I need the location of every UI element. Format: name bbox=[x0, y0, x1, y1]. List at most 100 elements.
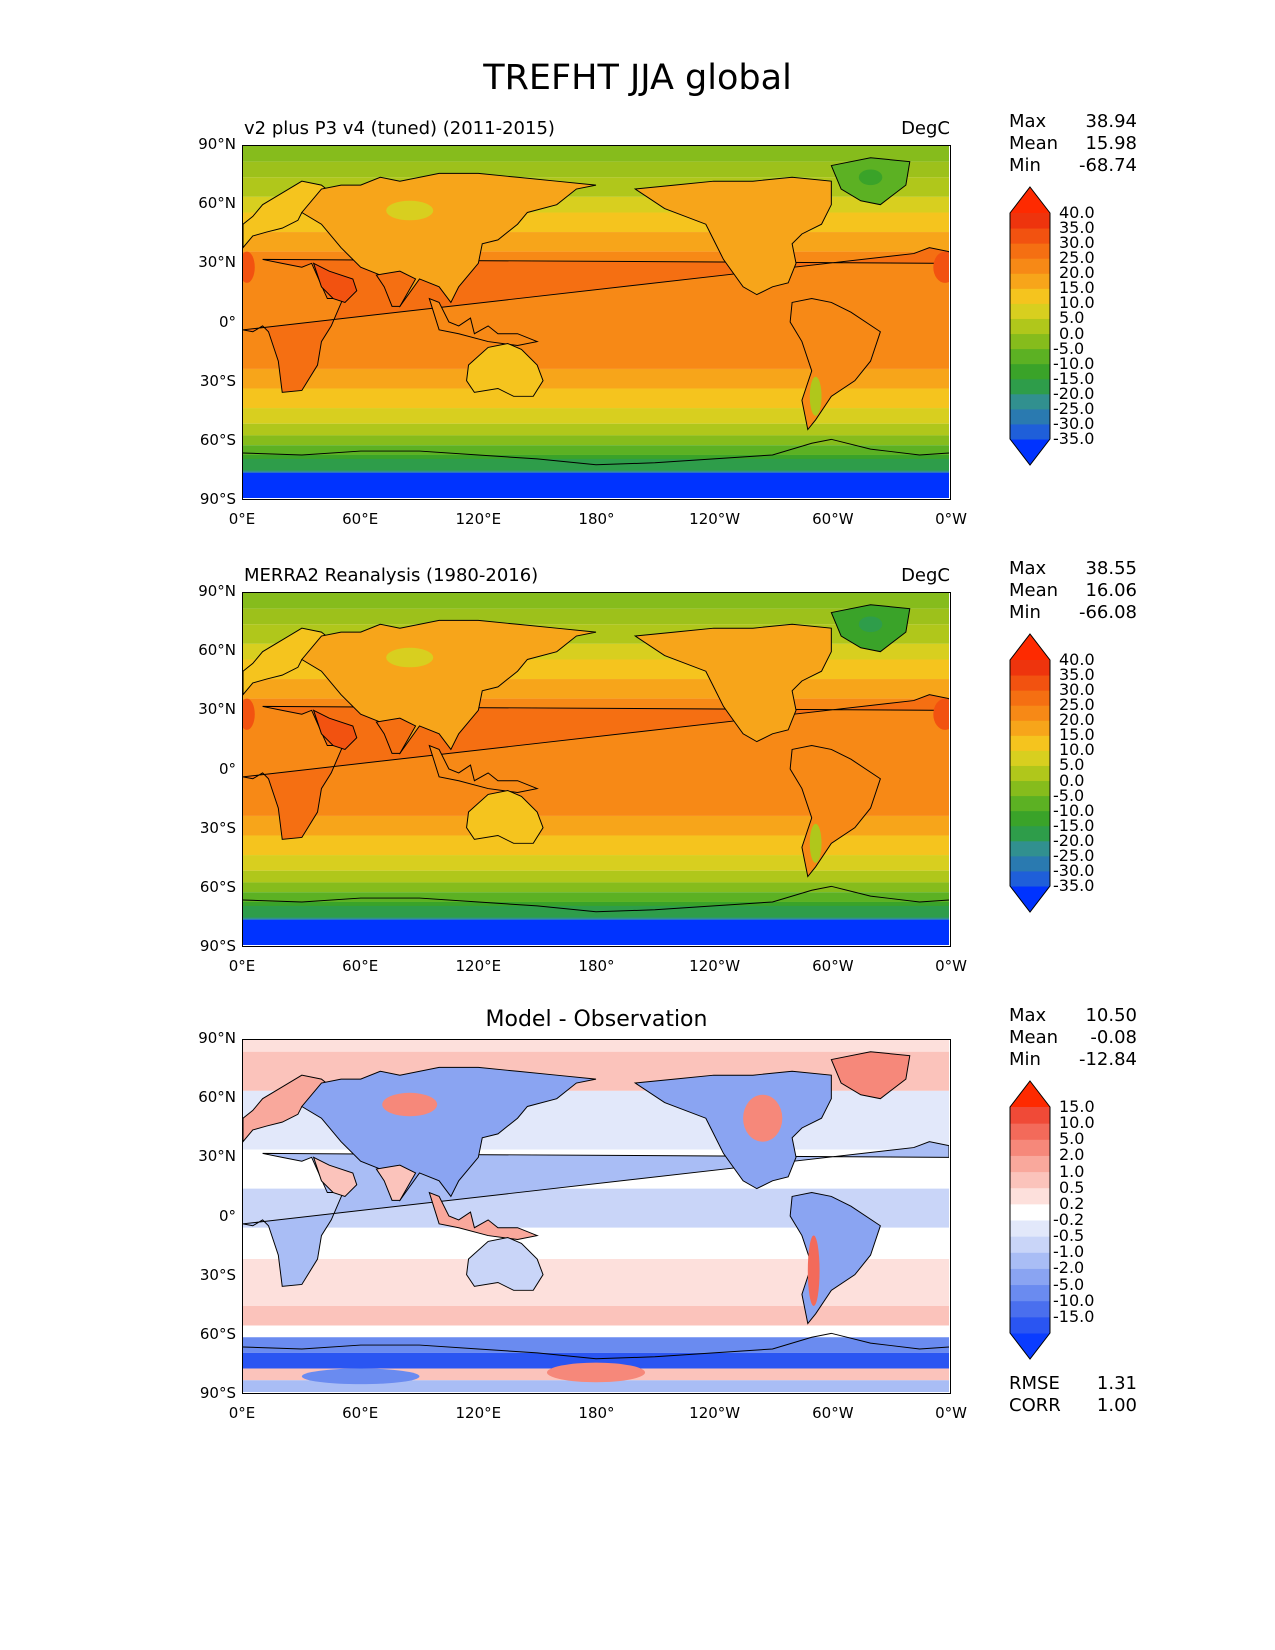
sahara-east-hot-region bbox=[243, 698, 255, 730]
stat-value: 16.06 bbox=[1085, 580, 1137, 601]
colorbar-tick-label: -30.0 bbox=[1053, 860, 1095, 880]
stat-label: Mean bbox=[1009, 133, 1059, 154]
continent-australia bbox=[466, 1237, 544, 1291]
colorbar-tick-label: 5.0 bbox=[1059, 308, 1085, 328]
colorbar-tick-label: -15.0 bbox=[1053, 368, 1095, 388]
stat-value: 38.55 bbox=[1085, 558, 1137, 579]
colorbar-segment bbox=[1010, 378, 1050, 395]
colorbar-tick-label: -15.0 bbox=[1053, 815, 1095, 835]
y-tick-label: 30°N bbox=[198, 700, 236, 719]
stat-label: Max bbox=[1009, 1005, 1047, 1026]
southeast-asia bbox=[428, 297, 539, 346]
continent-africa bbox=[243, 1141, 950, 1287]
colorbar-tick-label: 10.0 bbox=[1059, 1113, 1095, 1133]
ross-sea-warm-bias bbox=[546, 1362, 646, 1383]
difference-band bbox=[243, 1325, 949, 1338]
stat-label: RMSE bbox=[1009, 1373, 1060, 1394]
colorbar-segment bbox=[1010, 1139, 1050, 1156]
x-tick-label: 0°W bbox=[935, 957, 967, 975]
stat-value: 1.31 bbox=[1096, 1373, 1137, 1394]
y-tick-label: 60°N bbox=[198, 194, 236, 213]
colorbar-tick-label: 10.0 bbox=[1059, 293, 1095, 313]
y-tick-label: 0° bbox=[218, 1206, 236, 1225]
stat-label: Max bbox=[1009, 558, 1047, 579]
map-canvas bbox=[243, 146, 950, 498]
stat-value: 10.50 bbox=[1085, 1005, 1137, 1026]
y-tick-label: 60°S bbox=[199, 430, 236, 449]
panel3-difference-map bbox=[242, 1039, 951, 1394]
panel2-units: DegC bbox=[901, 565, 950, 586]
colorbar-upper-extension bbox=[1010, 634, 1050, 660]
andes-cool-region bbox=[809, 376, 822, 416]
colorbar-segment bbox=[1010, 393, 1050, 410]
colorbar-segment bbox=[1010, 303, 1050, 319]
greenland-ice-core bbox=[858, 169, 883, 186]
colorbar-segment bbox=[1010, 765, 1050, 782]
colorbar-segment bbox=[1010, 363, 1050, 380]
panel2-stats: Max 38.55 Mean 16.06 Min -66.08 bbox=[1009, 558, 1137, 624]
colorbar-tick-label: -5.0 bbox=[1053, 1274, 1085, 1294]
map-canvas bbox=[243, 1040, 950, 1392]
colorbar-segment bbox=[1010, 408, 1050, 425]
colorbar-segment bbox=[1010, 333, 1050, 350]
continent-australia bbox=[466, 790, 544, 844]
colorbar-segment bbox=[1010, 1187, 1050, 1205]
colorbar-tick-label: -1.0 bbox=[1053, 1242, 1085, 1262]
colorbar-outline bbox=[1009, 1080, 1051, 1360]
colorbar-tick-label: -10.0 bbox=[1053, 800, 1095, 820]
east-antarctic-cold-bias bbox=[301, 1368, 420, 1385]
panel1-colorbar bbox=[1009, 186, 1051, 466]
latitude-band bbox=[243, 593, 949, 609]
colorbar-tick-label: -30.0 bbox=[1053, 413, 1095, 433]
colorbar-segment bbox=[1010, 423, 1050, 440]
colorbar-outline bbox=[1009, 186, 1051, 466]
colorbar-tick-label: 0.5 bbox=[1059, 1177, 1085, 1197]
latitude-band bbox=[243, 815, 949, 836]
x-tick-label: 0°E bbox=[228, 1404, 256, 1422]
colorbar-segment bbox=[1010, 705, 1050, 721]
x-tick-label: 60°W bbox=[812, 510, 854, 528]
colorbar-tick-label: 35.0 bbox=[1059, 665, 1095, 685]
panel3-extra-stats: RMSE 1.31 CORR 1.00 bbox=[1009, 1373, 1137, 1417]
colorbar-segment bbox=[1010, 780, 1050, 797]
colorbar-tick-label: 15.0 bbox=[1059, 725, 1095, 745]
colorbar-segment bbox=[1010, 288, 1050, 304]
panel2-observation-map bbox=[242, 592, 951, 947]
x-tick-label: 60°W bbox=[812, 957, 854, 975]
stat-value: 15.98 bbox=[1085, 133, 1137, 154]
latitude-band bbox=[243, 882, 949, 893]
greenland-ice-core bbox=[858, 616, 883, 633]
southeast-asia bbox=[428, 744, 539, 793]
y-tick-label: 90°N bbox=[198, 582, 236, 600]
colorbar-outline bbox=[1009, 633, 1051, 913]
colorbar-segment bbox=[1010, 675, 1050, 691]
stat-label: Min bbox=[1009, 1049, 1041, 1070]
colorbar-segment bbox=[1010, 1220, 1050, 1237]
colorbar-segment bbox=[1010, 1107, 1050, 1124]
panel2-colorbar bbox=[1009, 633, 1051, 913]
x-tick-label: 60°E bbox=[342, 1404, 379, 1422]
peninsula-arabia bbox=[312, 709, 358, 751]
colorbar-lower-extension bbox=[1010, 1333, 1050, 1359]
colorbar-segment bbox=[1010, 1252, 1050, 1269]
colorbar-segment bbox=[1010, 1268, 1050, 1286]
x-tick-label: 60°W bbox=[812, 1404, 854, 1422]
sahara-west-hot-region bbox=[933, 698, 950, 730]
subcontinent-india bbox=[375, 270, 417, 307]
stat-value: -68.74 bbox=[1078, 155, 1137, 176]
y-tick-label: 60°S bbox=[199, 877, 236, 896]
colorbar-tick-label: 20.0 bbox=[1059, 263, 1095, 283]
colorbar-tick-label: -15.0 bbox=[1053, 1306, 1095, 1326]
colorbar-tick-label: 20.0 bbox=[1059, 710, 1095, 730]
continent-africa bbox=[243, 247, 950, 393]
panel1-stats: Max 38.94 Mean 15.98 Min -68.74 bbox=[1009, 111, 1137, 177]
colorbar-tick-label: -5.0 bbox=[1053, 785, 1085, 805]
latitude-band bbox=[243, 161, 949, 178]
difference-band bbox=[243, 1380, 949, 1392]
latitude-band bbox=[243, 835, 949, 856]
difference-band bbox=[243, 1337, 949, 1353]
continent-north-america bbox=[633, 623, 832, 743]
panel1-units: DegC bbox=[901, 118, 950, 139]
colorbar-segment bbox=[1010, 810, 1050, 827]
colorbar-segment bbox=[1010, 1300, 1050, 1318]
